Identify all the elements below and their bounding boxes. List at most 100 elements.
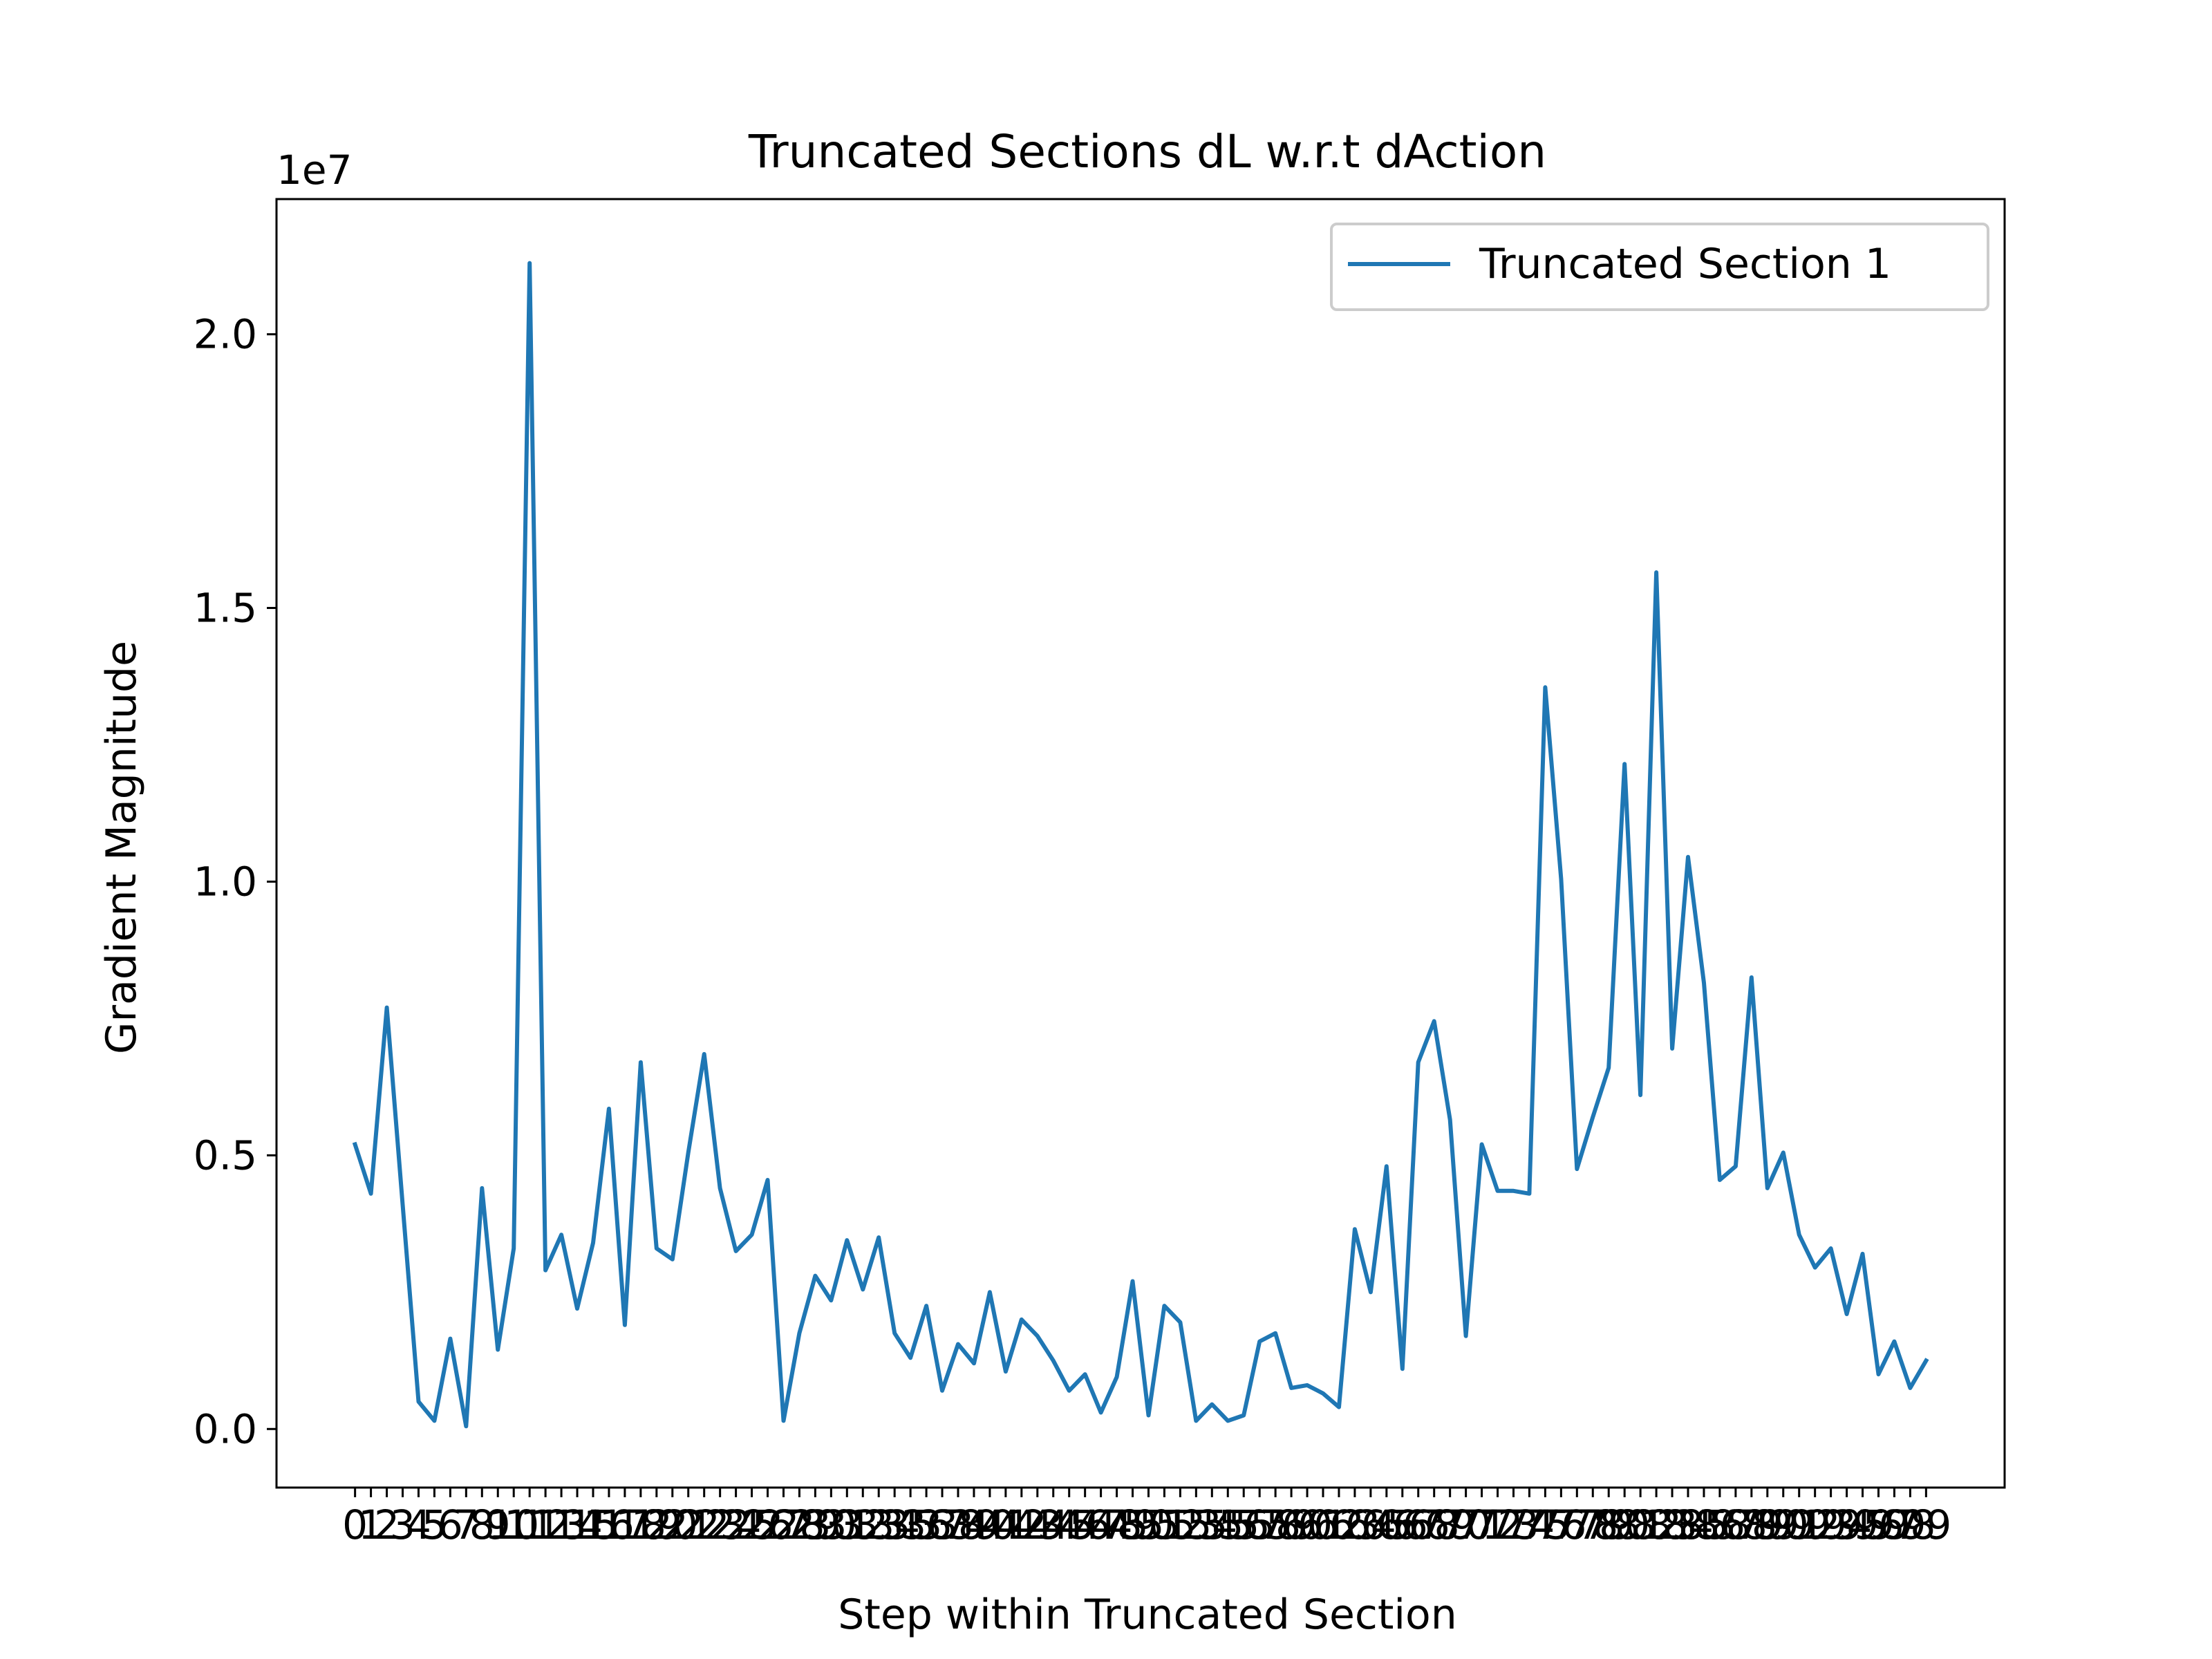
x-tick-label: 55 bbox=[1202, 1501, 1253, 1548]
x-tick-label: 49 bbox=[1107, 1501, 1159, 1548]
x-tick-label: 99 bbox=[1900, 1501, 1951, 1548]
x-tick-label: 9 bbox=[485, 1501, 511, 1548]
x-tick-label: 93 bbox=[1806, 1501, 1857, 1548]
series-line-1 bbox=[352, 261, 1929, 1429]
x-tick-label: 95 bbox=[1837, 1501, 1888, 1548]
x-tick-label: 26 bbox=[742, 1501, 794, 1548]
x-tick-label: 77 bbox=[1551, 1501, 1602, 1548]
x-tick-label: 98 bbox=[1885, 1501, 1936, 1548]
x-tick-label: 47 bbox=[1076, 1501, 1127, 1548]
x-tick-label: 38 bbox=[932, 1501, 984, 1548]
x-tick-label: 92 bbox=[1790, 1501, 1841, 1548]
x-tick-label: 7 bbox=[453, 1501, 479, 1548]
x-tick-label: 80 bbox=[1599, 1501, 1650, 1548]
x-tick-label: 17 bbox=[599, 1501, 650, 1548]
legend-entry-label: Truncated Section 1 bbox=[1479, 240, 1891, 288]
x-tick-label: 2 bbox=[374, 1501, 400, 1548]
x-tick-label: 66 bbox=[1377, 1501, 1428, 1548]
x-tick-label: 19 bbox=[631, 1501, 682, 1548]
x-tick-label: 48 bbox=[1091, 1501, 1143, 1548]
x-tick-label: 29 bbox=[789, 1501, 841, 1548]
y-tick-label: 0.0 bbox=[194, 1405, 257, 1452]
x-tick-label: 70 bbox=[1441, 1501, 1492, 1548]
x-tick-label: 57 bbox=[1234, 1501, 1285, 1548]
x-tick-label: 90 bbox=[1758, 1501, 1809, 1548]
x-tick-label: 81 bbox=[1615, 1501, 1666, 1548]
x-tick-label: 3 bbox=[390, 1501, 415, 1548]
x-tick-label: 20 bbox=[647, 1501, 698, 1548]
x-tick-label: 42 bbox=[996, 1501, 1047, 1548]
y-tick-label: 1.0 bbox=[194, 858, 257, 905]
y-tick-label: 1.5 bbox=[194, 585, 257, 632]
x-tick-label: 18 bbox=[615, 1501, 666, 1548]
x-tick-label: 25 bbox=[727, 1501, 778, 1548]
x-tick-label: 10 bbox=[488, 1501, 539, 1548]
x-tick-label: 87 bbox=[1710, 1501, 1761, 1548]
x-tick-label: 91 bbox=[1774, 1501, 1825, 1548]
x-tick-label: 11 bbox=[504, 1501, 555, 1548]
x-tick-label: 16 bbox=[583, 1501, 635, 1548]
x-tick-label: 60 bbox=[1282, 1501, 1333, 1548]
x-tick-label: 83 bbox=[1647, 1501, 1698, 1548]
x-tick-label: 40 bbox=[964, 1501, 1015, 1548]
x-tick-label: 39 bbox=[948, 1501, 1000, 1548]
x-tick-label: 79 bbox=[1583, 1501, 1634, 1548]
x-tick-label: 6 bbox=[438, 1501, 463, 1548]
x-tick-label: 54 bbox=[1186, 1501, 1237, 1548]
x-tick-label: 51 bbox=[1139, 1501, 1190, 1548]
x-tick-label: 0 bbox=[342, 1501, 368, 1548]
x-tick-label: 43 bbox=[1012, 1501, 1063, 1548]
x-tick-label: 61 bbox=[1297, 1501, 1349, 1548]
y-tick-label: 2.0 bbox=[194, 311, 257, 358]
x-tick-label: 30 bbox=[805, 1501, 856, 1548]
x-tick-label: 46 bbox=[1060, 1501, 1111, 1548]
x-tick-label: 28 bbox=[774, 1501, 825, 1548]
chart-title: Truncated Sections dL w.r.t dAction bbox=[748, 125, 1546, 178]
x-tick-label: 65 bbox=[1361, 1501, 1412, 1548]
x-tick-label: 72 bbox=[1472, 1501, 1524, 1548]
x-tick-label: 86 bbox=[1694, 1501, 1745, 1548]
legend: Truncated Section 1 bbox=[1330, 223, 1989, 311]
x-tick-label: 78 bbox=[1567, 1501, 1618, 1548]
x-tick-label: 33 bbox=[853, 1501, 904, 1548]
y-axis-label: Gradient Magnitude bbox=[97, 641, 146, 1054]
x-tick-label: 24 bbox=[711, 1501, 762, 1548]
plot-area: 0.00.51.01.52.00123456789101112131415161… bbox=[194, 198, 2006, 1548]
x-tick-label: 67 bbox=[1393, 1501, 1444, 1548]
x-tick-label: 89 bbox=[1742, 1501, 1793, 1548]
x-tick-label: 96 bbox=[1853, 1501, 1904, 1548]
x-tick-label: 12 bbox=[520, 1501, 571, 1548]
x-tick-label: 63 bbox=[1329, 1501, 1380, 1548]
x-tick-label: 50 bbox=[1123, 1501, 1174, 1548]
x-tick-label: 15 bbox=[568, 1501, 619, 1548]
x-tick-label: 94 bbox=[1821, 1501, 1873, 1548]
x-tick-label: 14 bbox=[552, 1501, 603, 1548]
x-tick-label: 97 bbox=[1869, 1501, 1920, 1548]
x-tick-label: 45 bbox=[1044, 1501, 1095, 1548]
x-axis-label: Step within Truncated Section bbox=[838, 1591, 1457, 1639]
x-tick-label: 59 bbox=[1266, 1501, 1317, 1548]
legend-frame bbox=[1330, 223, 1989, 311]
x-tick-label: 84 bbox=[1662, 1501, 1714, 1548]
x-tick-label: 58 bbox=[1250, 1501, 1301, 1548]
x-tick-label: 82 bbox=[1631, 1501, 1682, 1548]
x-tick-label: 35 bbox=[885, 1501, 936, 1548]
x-tick-label: 21 bbox=[663, 1501, 714, 1548]
x-tick-label: 69 bbox=[1425, 1501, 1476, 1548]
x-tick-label: 53 bbox=[1170, 1501, 1221, 1548]
x-tick-label: 44 bbox=[1028, 1501, 1079, 1548]
x-tick-label: 73 bbox=[1488, 1501, 1539, 1548]
axes-frame bbox=[275, 198, 2006, 1489]
x-tick-label: 4 bbox=[406, 1501, 431, 1548]
x-tick-label: 85 bbox=[1678, 1501, 1730, 1548]
x-tick-label: 13 bbox=[536, 1501, 587, 1548]
x-tick-label: 5 bbox=[422, 1501, 447, 1548]
x-tick-label: 27 bbox=[758, 1501, 809, 1548]
x-tick-label: 64 bbox=[1345, 1501, 1396, 1548]
x-tick-label: 52 bbox=[1154, 1501, 1206, 1548]
y-offset-label: 1e7 bbox=[276, 147, 353, 194]
x-tick-label: 22 bbox=[679, 1501, 730, 1548]
x-tick-label: 71 bbox=[1456, 1501, 1508, 1548]
x-tick-label: 62 bbox=[1313, 1501, 1365, 1548]
